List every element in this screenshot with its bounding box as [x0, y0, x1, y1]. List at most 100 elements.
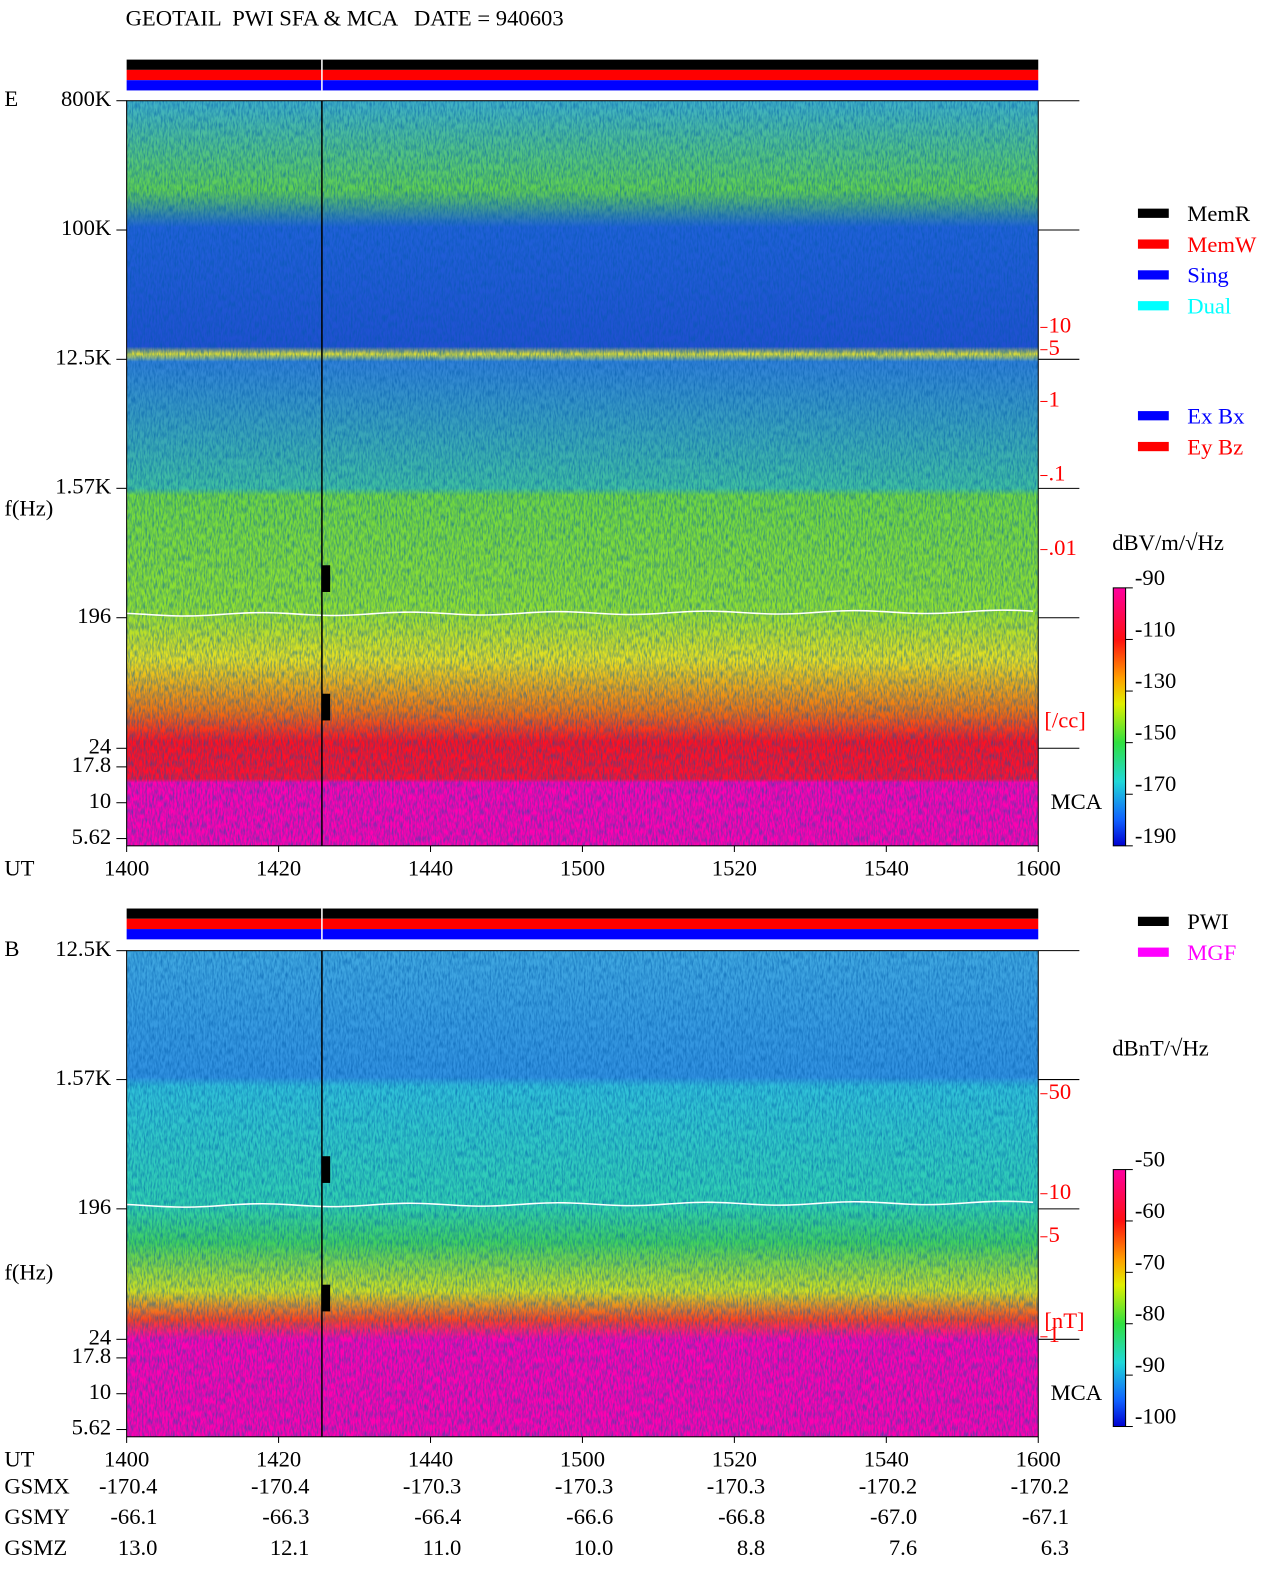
y2-tick-label: 1: [1049, 1322, 1060, 1347]
colorbar-tick-label: -80: [1135, 1301, 1165, 1326]
ephemeris-value: 7.6: [889, 1535, 917, 1560]
y2-tick-label: .1: [1049, 461, 1066, 486]
status-bar: [126, 908, 1039, 919]
x-tick-label: 1600: [1016, 1447, 1061, 1472]
legend-label: Sing: [1187, 263, 1228, 288]
status-bar: [126, 929, 1039, 940]
colorbar-label: dBnT/√Hz: [1112, 1036, 1209, 1061]
ephemeris-value: -67.1: [1022, 1504, 1069, 1529]
ephemeris-value: -66.1: [110, 1504, 157, 1529]
y-tick-label: 5.62: [72, 1415, 112, 1440]
y-tick-label: 5.62: [72, 824, 112, 849]
y2-tick-label: 10: [1049, 1179, 1072, 1204]
y-tick-label: 1.57K: [55, 1065, 112, 1090]
y-tick-label: 196: [77, 1194, 111, 1219]
ephemeris-value: 10.0: [574, 1535, 614, 1560]
ephemeris-value: 8.8: [737, 1535, 765, 1560]
x-tick-label: 1600: [1016, 856, 1061, 881]
marker: [321, 1156, 331, 1183]
y-tick-label: 24: [89, 1325, 112, 1350]
ephemeris-value: -66.6: [566, 1504, 613, 1529]
ephemeris-value: 12.1: [270, 1535, 310, 1560]
colorbar: [1112, 587, 1127, 847]
legend-label: MemW: [1187, 232, 1257, 257]
colorbar-tick-label: -50: [1135, 1147, 1165, 1172]
colorbar: [1112, 1169, 1127, 1428]
ephemeris-value: -170.3: [403, 1473, 461, 1498]
legend-label: MGF: [1187, 940, 1236, 965]
x-tick-label: 1500: [560, 856, 605, 881]
x-tick-label: 1540: [864, 1447, 909, 1472]
y2-tick-label: .01: [1049, 535, 1077, 560]
x-tick-label: 1400: [104, 1447, 149, 1472]
legend-swatch: [1137, 208, 1169, 218]
ephemeris-value: 11.0: [423, 1535, 462, 1560]
y2-tick-label: 50: [1049, 1079, 1072, 1104]
y-tick-label: 800K: [61, 86, 112, 111]
panel-label: B: [4, 936, 19, 961]
legend-swatch: [1137, 270, 1169, 280]
spectrogram-texture: [126, 950, 1039, 1437]
cyclotron-trace: [126, 1200, 1034, 1208]
x-axis-label: UT: [4, 856, 34, 881]
ephemeris-value: -170.3: [555, 1473, 613, 1498]
ephemeris-value: -170.4: [99, 1473, 157, 1498]
ephemeris-value: 13.0: [118, 1535, 158, 1560]
spectrogram-texture: [126, 100, 1039, 846]
ephemeris-value: -66.3: [262, 1504, 309, 1529]
y-axis-label: f(Hz): [4, 1259, 53, 1284]
panel-label: E: [4, 86, 18, 111]
ephemeris-label: GSMY: [4, 1504, 69, 1529]
y-tick-label: 24: [89, 733, 112, 758]
y-tick-label: 10: [89, 788, 112, 813]
y2-tick-label: 5: [1049, 335, 1060, 360]
y-tick-label: 12.5K: [55, 936, 112, 961]
x-tick-label: 1420: [256, 1447, 301, 1472]
y-tick-label: 12.5K: [55, 345, 112, 370]
y2-axis-label: [/cc]: [1044, 708, 1085, 733]
legend-swatch: [1137, 239, 1169, 249]
x-tick-label: 1440: [408, 856, 453, 881]
y2-tick-label: 5: [1049, 1222, 1060, 1247]
colorbar-tick-label: -150: [1135, 720, 1176, 745]
ephemeris-value: 6.3: [1041, 1535, 1069, 1560]
cyclotron-trace: [126, 609, 1034, 617]
status-bar: [126, 918, 1039, 930]
colorbar-label: dBV/m/√Hz: [1112, 530, 1224, 555]
legend-swatch: [1137, 411, 1169, 421]
x-tick-label: 1520: [712, 856, 757, 881]
colorbar-tick-label: -110: [1135, 616, 1176, 641]
y-tick-label: 1.57K: [55, 474, 112, 499]
ephemeris-label: GSMX: [4, 1473, 69, 1498]
y-tick-label: 17.8: [72, 1343, 112, 1368]
y-tick-label: 10: [89, 1379, 112, 1404]
legend-label: MemR: [1187, 201, 1251, 226]
ephemeris-label: GSMZ: [4, 1535, 67, 1560]
ephemeris-value: -170.4: [251, 1473, 309, 1498]
y2-axis-label: [nT]: [1044, 1308, 1084, 1333]
legend-label: Dual: [1187, 294, 1231, 319]
y-axis-label: f(Hz): [4, 495, 53, 520]
marker: [321, 1284, 331, 1312]
y2-tick-label: 1: [1049, 387, 1060, 412]
colorbar-tick-label: -90: [1135, 1352, 1165, 1377]
y-tick-label: 100K: [61, 215, 112, 240]
marker: [321, 693, 331, 721]
ephemeris-value: -66.4: [414, 1504, 461, 1529]
x-axis-label: UT: [4, 1447, 34, 1472]
colorbar-tick-label: -130: [1135, 668, 1176, 693]
colorbar-tick-label: -70: [1135, 1249, 1165, 1274]
legend-swatch: [1137, 916, 1169, 926]
x-tick-label: 1440: [408, 1447, 453, 1472]
x-tick-label: 1540: [864, 856, 909, 881]
band-label: MCA: [1051, 789, 1103, 814]
legend-swatch: [1137, 441, 1169, 452]
ephemeris-value: -170.2: [859, 1473, 917, 1498]
x-tick-label: 1400: [104, 856, 149, 881]
legend-swatch: [1137, 301, 1169, 311]
ephemeris-value: -170.2: [1011, 1473, 1069, 1498]
title: GEOTAIL PWI SFA & MCA DATE = 940603: [126, 6, 564, 31]
legend-label: PWI: [1187, 909, 1228, 934]
status-bar: [126, 80, 1039, 91]
band-label: MCA: [1051, 1380, 1103, 1405]
